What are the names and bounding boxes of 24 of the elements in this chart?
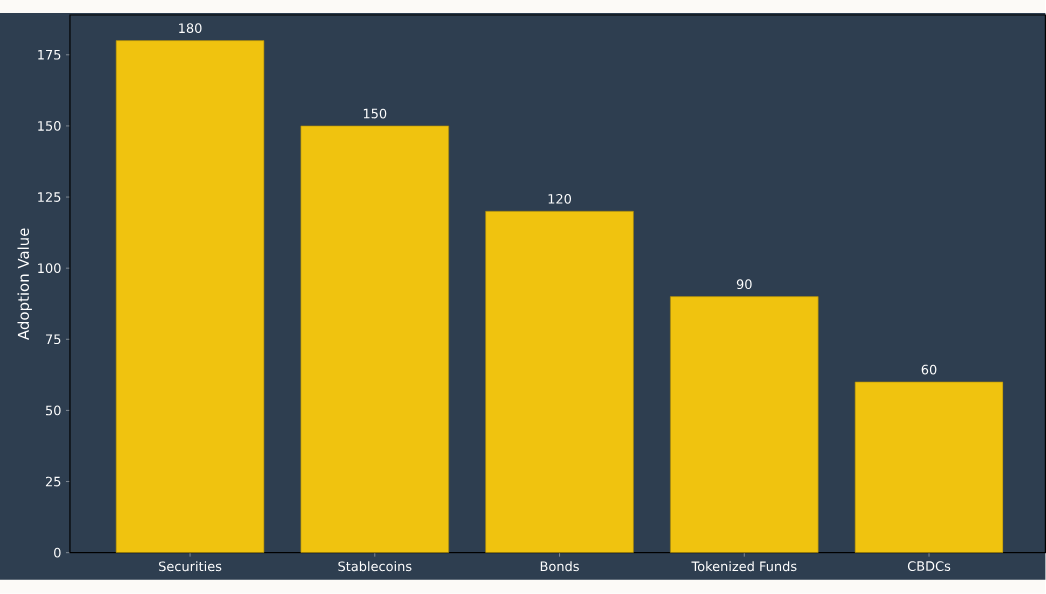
data-label: 60 [921, 364, 937, 375]
y-tick-label: 25 [45, 476, 61, 487]
x-tick-label: CBDCs [907, 561, 951, 572]
data-label: 90 [736, 279, 752, 290]
y-tick-label: 150 [38, 121, 61, 131]
x-tick-label: Securities [159, 561, 222, 572]
y-tick-label: 100 [38, 263, 61, 274]
y-axis-title: Adoption Value [17, 228, 32, 341]
bar [300, 126, 449, 553]
data-label: 180 [179, 23, 202, 34]
bar [670, 296, 819, 553]
x-tick-label: Tokenized Funds [691, 561, 797, 572]
y-tick-label: 50 [45, 405, 61, 416]
x-tick-label: Stablecoins [338, 561, 412, 572]
y-tick-label: 75 [46, 334, 61, 345]
y-tick-label: 125 [38, 192, 61, 203]
data-label: 120 [548, 194, 572, 204]
y-tick-label: 0 [54, 547, 61, 558]
data-label: 150 [363, 108, 387, 119]
bar [115, 40, 265, 553]
bar [485, 211, 634, 553]
bar [854, 381, 1004, 553]
y-tick-label: 175 [38, 50, 61, 60]
x-tick-label: Bonds [540, 561, 579, 572]
